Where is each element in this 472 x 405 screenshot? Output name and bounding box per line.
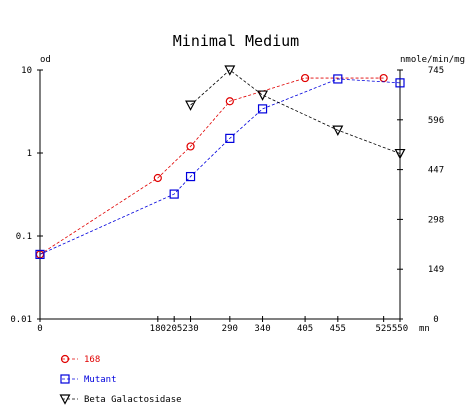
x-axis-tick-label: 550 bbox=[392, 324, 408, 334]
legend-marker bbox=[60, 374, 70, 384]
series-line bbox=[39, 77, 384, 255]
data-point bbox=[395, 78, 405, 88]
left-axis-tick-label: 0.01 bbox=[10, 315, 32, 325]
data-point bbox=[225, 133, 235, 143]
right-axis-label: nmole/min/mg bbox=[400, 55, 465, 65]
legend-label: Beta Galactosidase bbox=[84, 395, 182, 405]
right-axis-tick-label: 149 bbox=[428, 265, 444, 275]
data-point bbox=[185, 171, 196, 182]
left-axis-tick-label: 1 bbox=[27, 149, 32, 159]
data-point bbox=[186, 142, 195, 151]
x-axis-tick-label: 205 bbox=[166, 324, 182, 334]
legend-label: 168 bbox=[84, 355, 100, 365]
left-axis-tick-label: 10 bbox=[21, 66, 32, 76]
x-axis-tick-label: 525 bbox=[376, 324, 392, 334]
series-line bbox=[190, 69, 401, 154]
ticks-layer: 10 1 0.1 0.01 745 596 447 298 149 0 0 180 205 230 290 3… bbox=[10, 66, 444, 334]
legend-marker bbox=[59, 394, 71, 405]
series-1 bbox=[35, 74, 405, 260]
right-axis-tick-label: 298 bbox=[428, 215, 444, 225]
data-point bbox=[225, 97, 234, 106]
chart-title: Minimal Medium bbox=[173, 32, 299, 50]
legend-label: Mutant bbox=[84, 375, 117, 385]
data-point bbox=[300, 73, 310, 83]
data-point bbox=[332, 125, 344, 136]
data-point bbox=[333, 74, 343, 84]
data-point bbox=[394, 148, 406, 160]
x-axis-tick-label: 180 bbox=[150, 324, 166, 334]
x-axis-tick-label: 290 bbox=[222, 324, 238, 334]
right-axis-tick-label: 745 bbox=[428, 66, 444, 76]
legend: 168 Mutant Beta Galactosidase bbox=[59, 354, 182, 405]
data-point bbox=[169, 189, 179, 199]
x-axis-tick-label: 405 bbox=[297, 324, 313, 334]
x-axis-label: mn bbox=[419, 324, 430, 334]
left-axis-tick-label: 0.1 bbox=[16, 232, 32, 242]
x-axis-tick-label: 0 bbox=[37, 324, 42, 334]
left-axis-label: od bbox=[40, 55, 51, 65]
series-line bbox=[39, 78, 401, 255]
series-2 bbox=[185, 65, 406, 160]
series-0 bbox=[35, 73, 388, 259]
legend-marker bbox=[60, 354, 70, 364]
series-layer bbox=[35, 65, 406, 260]
data-point bbox=[257, 104, 268, 114]
data-point bbox=[35, 249, 45, 260]
right-axis-tick-label: 596 bbox=[428, 116, 444, 126]
x-axis-tick-label: 455 bbox=[330, 324, 346, 334]
data-point bbox=[224, 65, 236, 76]
data-point bbox=[153, 173, 162, 183]
data-point bbox=[257, 90, 269, 101]
x-axis-tick-label: 340 bbox=[254, 324, 270, 334]
data-point bbox=[185, 100, 197, 111]
right-axis-tick-label: 0 bbox=[433, 315, 438, 325]
x-axis-tick-label: 230 bbox=[182, 324, 198, 334]
right-axis-tick-label: 447 bbox=[428, 166, 444, 176]
